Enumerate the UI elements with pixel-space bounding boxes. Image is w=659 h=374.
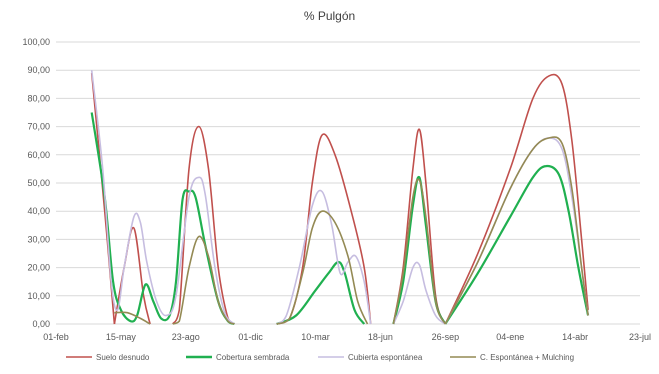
x-tick-label: 26-sep [432, 332, 460, 342]
y-tick-label: 40,00 [27, 206, 50, 216]
series-line [444, 136, 589, 325]
series-line [172, 125, 235, 325]
series-line [444, 73, 589, 325]
x-tick-label: 01-dic [238, 332, 263, 342]
y-tick-label: 50,00 [27, 178, 50, 188]
x-tick-label: 23-ago [172, 332, 200, 342]
series-line [444, 164, 590, 325]
legend-label: Cobertura sembrada [216, 353, 290, 362]
series-line [90, 70, 236, 325]
legend-label: Cubierta espontánea [348, 353, 423, 362]
series-1 [90, 72, 589, 325]
y-tick-label: 90,00 [27, 65, 50, 75]
y-tick-label: 30,00 [27, 234, 50, 244]
series-line [276, 210, 369, 325]
x-axis: 01-feb 15-may 23-ago 01-dic 10-mar 18-jun 26-s… [43, 332, 651, 342]
y-tick-label: 10,00 [27, 291, 50, 301]
series-2 [90, 112, 590, 326]
series-line [172, 235, 235, 325]
series-line [90, 72, 116, 325]
grid [56, 41, 640, 325]
y-tick-label: 20,00 [27, 263, 50, 273]
legend-label: C. Espontánea + Mulching [480, 353, 574, 362]
series-line [276, 260, 366, 326]
y-tick-label: 80,00 [27, 93, 50, 103]
series-4 [114, 136, 589, 325]
series-line [392, 178, 447, 325]
legend: Suelo desnudo Cobertura sembrada Cubierta … [66, 353, 574, 362]
x-tick-label: 14-abr [562, 332, 588, 342]
x-tick-label: 10-mar [301, 332, 330, 342]
y-tick-label: 70,00 [27, 122, 50, 132]
series-line [114, 311, 151, 325]
series-3 [90, 70, 589, 325]
series-line [392, 261, 446, 325]
series-line [392, 175, 447, 325]
x-tick-label: 15-may [106, 332, 137, 342]
y-tick-label: 0,00 [32, 319, 50, 329]
series-group [90, 70, 590, 326]
y-axis: 0,00 10,00 20,00 30,00 40,00 50,00 60,00 70,00 8… [22, 37, 50, 329]
x-tick-label: 01-feb [43, 332, 69, 342]
legend-label: Suelo desnudo [96, 353, 150, 362]
y-tick-label: 60,00 [27, 150, 50, 160]
x-tick-label: 18-jun [368, 332, 393, 342]
series-line [276, 189, 372, 325]
x-tick-label: 04-ene [496, 332, 524, 342]
y-tick-label: 100,00 [22, 37, 50, 47]
chart-title: % Pulgón [304, 9, 355, 23]
x-tick-label: 23-jul [629, 332, 651, 342]
